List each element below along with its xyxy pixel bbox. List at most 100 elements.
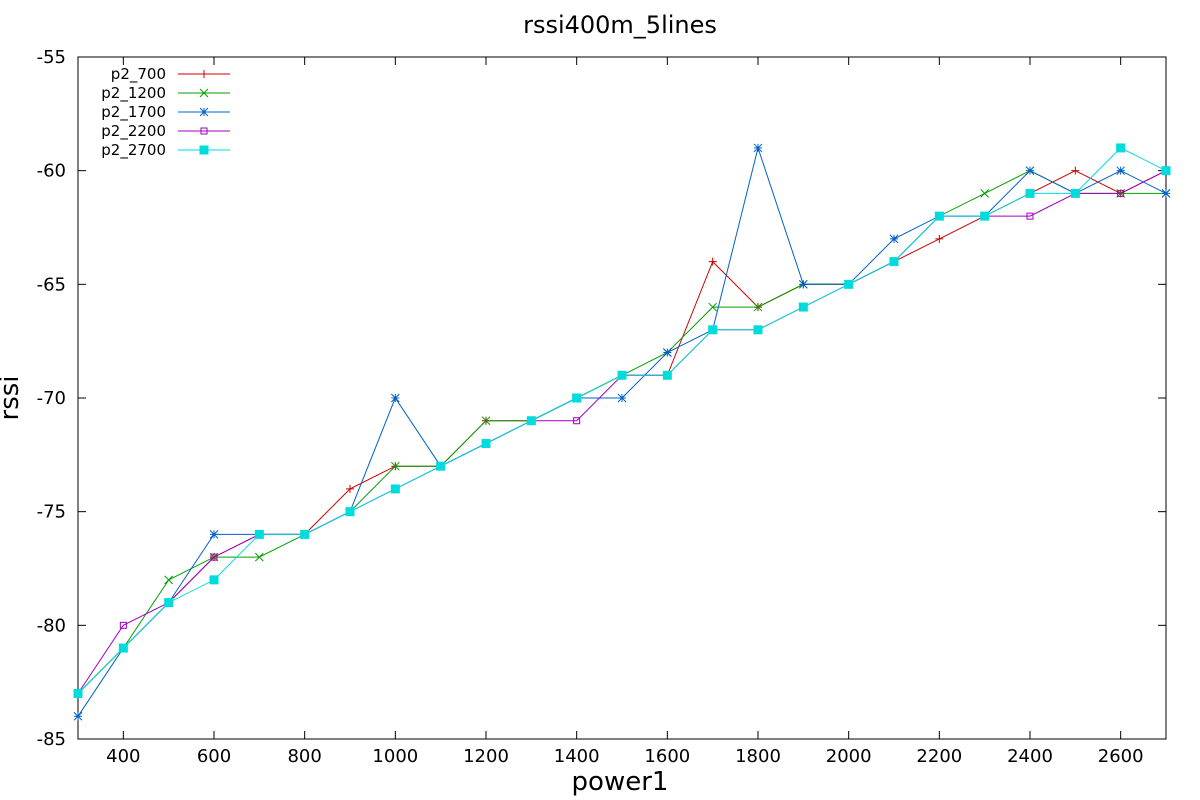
data-point: [210, 553, 218, 561]
data-point: [390, 484, 400, 494]
data-point: [1025, 188, 1035, 198]
legend-item: p2_2200: [101, 122, 230, 141]
data-point: [1025, 166, 1035, 176]
data-point: [1161, 166, 1171, 176]
data-point: [798, 302, 808, 312]
x-tick-label: 2600: [1098, 746, 1144, 767]
data-point: [662, 370, 672, 380]
data-point: [934, 211, 944, 221]
y-tick-label: -60: [37, 161, 66, 182]
data-point: [708, 302, 718, 312]
data-point: [708, 257, 717, 266]
legend-label: p2_1700: [101, 103, 166, 122]
data-point: [526, 416, 536, 426]
x-tick-label: 1200: [463, 746, 509, 767]
x-tick-label: 1800: [735, 746, 781, 767]
data-point: [209, 575, 219, 585]
data-point: [1116, 143, 1126, 153]
data-point: [753, 302, 763, 312]
data-point: [753, 325, 763, 335]
y-tick-label: -85: [37, 729, 66, 750]
data-point: [1117, 189, 1125, 197]
series-layer: [73, 143, 1171, 721]
data-point: [572, 393, 582, 403]
series-p2_2200: [74, 167, 1170, 698]
data-point: [844, 279, 854, 289]
data-point: [889, 234, 899, 244]
legend-marker: [200, 127, 208, 135]
legend-item: p2_700: [111, 65, 230, 84]
legend-marker: [199, 107, 209, 117]
x-tick-label: 1000: [372, 746, 418, 767]
x-tick-label: 1600: [644, 746, 690, 767]
y-axis-label: rssi: [0, 375, 25, 420]
data-point: [390, 393, 400, 403]
data-point: [798, 279, 808, 289]
x-tick-label: 400: [106, 746, 140, 767]
data-point: [1071, 166, 1080, 175]
x-tick-label: 600: [197, 746, 231, 767]
legend-marker: [199, 145, 209, 155]
legend-item: p2_2700: [101, 141, 230, 160]
y-tick-label: -65: [37, 274, 66, 295]
data-point: [164, 575, 174, 585]
y-tick-label: -80: [37, 615, 66, 636]
data-point: [662, 348, 672, 357]
data-point: [1070, 188, 1080, 198]
data-point: [617, 393, 627, 403]
data-point: [980, 211, 990, 221]
data-point: [481, 438, 491, 448]
data-point: [390, 461, 400, 471]
data-point: [889, 257, 899, 267]
x-tick-label: 800: [287, 746, 321, 767]
x-axis-label: power1: [572, 767, 669, 797]
x-tick-label: 2200: [916, 746, 962, 767]
data-point: [935, 234, 944, 243]
legend-item: p2_1200: [101, 84, 230, 103]
series-p2_700: [74, 166, 1170, 698]
series-line: [77, 170, 1167, 694]
legend-label: p2_700: [111, 65, 166, 84]
legend-label: p2_2200: [101, 122, 166, 141]
data-point: [73, 689, 83, 699]
series-line: [77, 170, 1166, 694]
data-point: [346, 484, 354, 493]
legend-item: p2_1700: [101, 103, 230, 122]
data-point: [164, 598, 174, 608]
series-p2_1700: [73, 143, 1171, 721]
series-line: [77, 147, 1167, 694]
legend-label: p2_2700: [101, 141, 166, 160]
y-tick-label: -70: [37, 388, 66, 409]
x-tick-label: 1400: [554, 746, 600, 767]
series-line: [77, 146, 1167, 717]
axes: -85 -80 -75 -70 -65 -60 -55 400 600 800 1000 1200 14…: [37, 47, 1166, 767]
data-point: [481, 416, 491, 426]
data-point: [1116, 166, 1126, 176]
legend-label: p2_1200: [101, 84, 166, 103]
data-point: [209, 530, 219, 539]
data-point: [436, 461, 446, 471]
data-point: [753, 143, 763, 153]
chart-title: rssi400m_5lines: [523, 11, 717, 39]
data-point: [617, 370, 627, 380]
legend-marker: [200, 70, 208, 78]
data-point: [573, 417, 581, 425]
data-point: [1026, 212, 1034, 220]
data-point: [254, 529, 264, 539]
data-point: [345, 507, 355, 517]
data-point: [300, 529, 310, 539]
x-tick-label: 2000: [826, 746, 872, 767]
data-point: [73, 711, 83, 721]
data-point: [119, 621, 127, 629]
series-line: [77, 170, 1167, 694]
x-tick-label: 2400: [1007, 746, 1053, 767]
y-tick-label: -55: [37, 47, 66, 68]
series-p2_1200: [73, 166, 1171, 698]
data-point: [254, 552, 264, 562]
legend-marker: [199, 88, 209, 98]
data-point: [1161, 189, 1171, 198]
series-p2_2700: [73, 143, 1171, 699]
data-point: [980, 189, 990, 198]
